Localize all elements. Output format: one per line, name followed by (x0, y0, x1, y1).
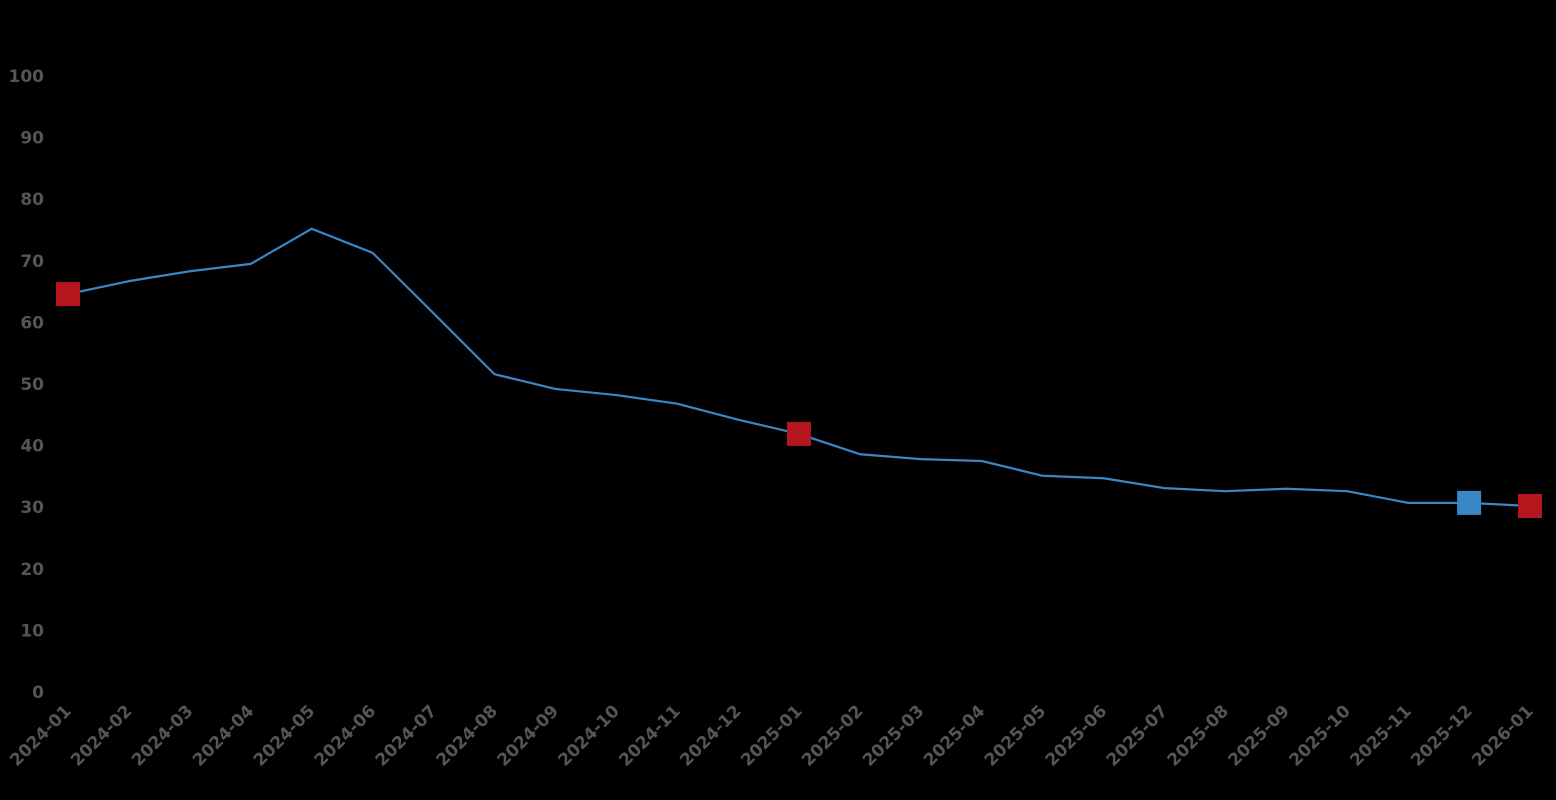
y-tick-label: 40 (20, 437, 44, 457)
y-tick-label: 10 (20, 621, 44, 641)
y-tick-label: 100 (9, 67, 45, 87)
y-tick-label: 50 (20, 375, 44, 395)
x-tick-label: 2025-09 (1225, 701, 1294, 770)
y-tick-label: 0 (32, 683, 44, 703)
x-tick-label: 2024-08 (433, 701, 502, 770)
series-line (67, 227, 1531, 508)
x-tick-label: 2024-07 (372, 701, 441, 770)
highlight-marker (787, 421, 811, 446)
y-tick-label: 30 (20, 498, 44, 518)
x-tick-label: 2025-02 (798, 701, 867, 770)
x-tick-label: 2024-04 (189, 701, 258, 770)
x-tick-label: 2025-07 (1103, 701, 1172, 770)
x-tick-label: 2025-01 (737, 701, 806, 770)
highlight-marker (56, 282, 80, 307)
x-tick-label: 2024-06 (311, 701, 380, 770)
y-tick-label: 60 (20, 313, 44, 333)
x-tick-label: 2025-08 (1164, 701, 1233, 770)
x-tick-label: 2024-10 (554, 701, 623, 770)
x-tick-label: 2026-01 (1468, 701, 1537, 770)
x-tick-label: 2024-01 (6, 701, 75, 770)
x-tick-label: 2024-12 (676, 701, 745, 770)
x-tick-label: 2025-11 (1346, 701, 1415, 770)
x-tick-label: 2024-02 (67, 701, 136, 770)
x-tick-label: 2025-03 (859, 701, 928, 770)
x-tick-label: 2024-09 (494, 701, 563, 770)
highlight-marker (1518, 493, 1542, 518)
highlight-marker (1457, 490, 1482, 515)
y-tick-label: 90 (20, 129, 44, 149)
x-tick-label: 2025-04 (920, 701, 989, 770)
x-tick-label: 2025-12 (1407, 701, 1476, 770)
y-tick-label: 80 (20, 190, 44, 210)
x-tick-label: 2025-05 (981, 701, 1050, 770)
y-tick-label: 20 (20, 560, 44, 580)
x-tick-label: 2025-06 (1042, 701, 1111, 770)
x-tick-label: 2024-11 (615, 701, 684, 770)
y-tick-label: 70 (20, 252, 44, 272)
x-tick-label: 2024-05 (250, 701, 319, 770)
x-tick-label: 2025-10 (1285, 701, 1354, 770)
x-tick-label: 2024-03 (128, 701, 197, 770)
